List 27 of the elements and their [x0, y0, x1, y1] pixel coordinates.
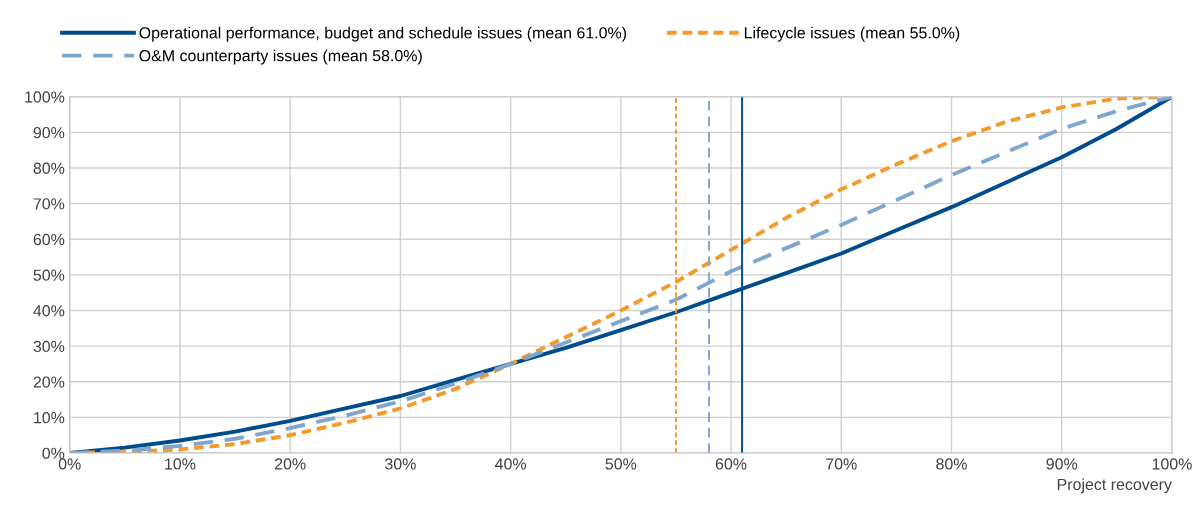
y-tick-label: 80%	[33, 162, 65, 174]
x-axis-title: Project recovery	[1057, 478, 1172, 494]
x-tick-label: 80%	[936, 458, 967, 470]
y-tick-label: 90%	[33, 126, 65, 139]
x-tick-label: 50%	[605, 458, 637, 470]
x-tick-label: 30%	[385, 458, 416, 470]
x-tick-label: 70%	[826, 458, 857, 470]
line-series	[69, 96, 1172, 454]
y-tick-label: 0%	[42, 447, 65, 459]
x-tick-label: 90%	[1046, 458, 1078, 470]
y-tick-label: 60%	[33, 233, 65, 246]
y-tick-label: 30%	[33, 340, 65, 353]
x-tick-label: 40%	[494, 458, 527, 470]
x-tick-label: 20%	[274, 458, 306, 470]
y-tick-label: 70%	[33, 198, 65, 210]
legend-label: Operational performance, budget and schedule issues (mean 61.0%)	[139, 26, 627, 42]
y-tick-label: 100%	[25, 91, 65, 103]
x-tick-label: 0%	[58, 458, 81, 470]
y-tick-label: 10%	[34, 412, 65, 424]
x-tick-label: 10%	[165, 458, 196, 470]
y-tick-label: 50%	[33, 269, 65, 281]
legend-label: Lifecycle issues (mean 55.0%)	[744, 26, 960, 42]
x-tick-label: 60%	[715, 458, 747, 470]
legend-label: O&M counterparty issues (mean 58.0%)	[139, 49, 422, 65]
y-tick-label: 20%	[33, 376, 65, 388]
x-tick-label: 100%	[1152, 458, 1192, 470]
y-tick-label: 40%	[33, 305, 65, 317]
